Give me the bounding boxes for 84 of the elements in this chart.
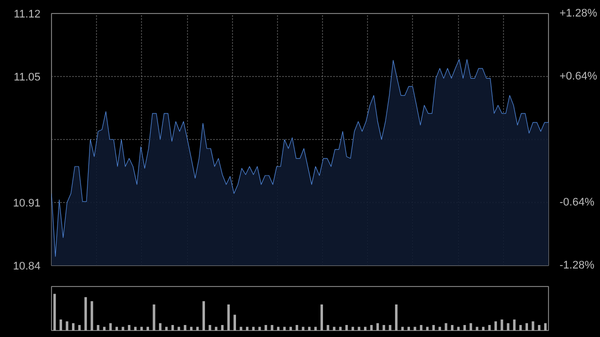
bar — [246, 326, 248, 330]
bar — [252, 326, 255, 330]
bar — [407, 326, 410, 330]
bar — [314, 326, 317, 330]
bar — [158, 323, 162, 330]
y-tick-label: 11.12 — [14, 8, 41, 20]
bar — [234, 314, 236, 330]
y2-tick-label: -0.64% — [560, 196, 595, 208]
bar — [345, 325, 348, 330]
bar — [134, 326, 137, 330]
bar — [53, 294, 56, 330]
bar — [358, 326, 360, 330]
bar — [364, 326, 366, 330]
bar — [395, 304, 398, 330]
bar — [500, 320, 504, 330]
bar — [221, 325, 224, 330]
bar — [352, 326, 354, 330]
bar — [532, 321, 534, 330]
bar — [90, 301, 94, 330]
bar — [420, 325, 422, 330]
bar — [165, 326, 168, 330]
bar — [414, 326, 416, 330]
bar — [332, 326, 336, 330]
bar — [308, 326, 311, 330]
bar — [208, 325, 212, 330]
bar — [258, 326, 261, 330]
bar — [476, 326, 478, 330]
bar — [202, 301, 205, 330]
bar — [544, 323, 547, 330]
bar — [84, 297, 87, 330]
bar — [78, 325, 81, 330]
bar — [289, 326, 292, 330]
bar — [494, 321, 497, 330]
bar — [103, 326, 106, 330]
bar — [426, 326, 429, 330]
bar — [146, 326, 150, 330]
bar — [513, 320, 516, 330]
bar — [326, 325, 330, 330]
bar — [128, 325, 130, 330]
bar — [519, 325, 522, 330]
bar — [240, 326, 242, 330]
y2-tick-label: +1.28% — [560, 8, 598, 20]
bar — [488, 325, 491, 330]
bar — [227, 304, 230, 330]
bar — [538, 325, 540, 330]
bar — [320, 304, 323, 330]
bar — [450, 325, 454, 330]
bar — [296, 325, 298, 330]
bar — [190, 326, 193, 330]
bar — [264, 325, 268, 330]
bar — [339, 326, 342, 330]
bar — [214, 326, 218, 330]
y-tick-label: 10.84 — [12, 260, 41, 272]
bar — [376, 323, 379, 330]
y2-tick-label: +0.64% — [560, 70, 598, 82]
bar — [115, 326, 118, 330]
bar — [66, 321, 68, 330]
bar — [438, 326, 442, 330]
bar — [463, 325, 466, 330]
bar — [184, 325, 186, 330]
bar — [283, 326, 286, 330]
bar — [60, 320, 62, 330]
bar — [388, 325, 392, 330]
bar — [482, 326, 485, 330]
bar — [506, 323, 510, 330]
y-tick-label: 11.05 — [14, 72, 41, 84]
bar — [526, 323, 528, 330]
bar — [72, 323, 74, 330]
bar — [270, 325, 274, 330]
bar — [96, 325, 100, 330]
bar — [109, 323, 112, 330]
y-tick-label: 10.91 — [12, 198, 41, 210]
bar — [457, 326, 460, 330]
bar — [178, 326, 180, 330]
y2-tick-label: -1.28% — [560, 260, 595, 272]
bar — [171, 325, 174, 330]
bar — [370, 325, 373, 330]
bar — [382, 325, 386, 330]
bar — [470, 323, 472, 330]
bar — [122, 326, 124, 330]
bar — [302, 326, 304, 330]
bar — [277, 326, 280, 330]
bar — [432, 325, 435, 330]
bar — [140, 326, 143, 330]
